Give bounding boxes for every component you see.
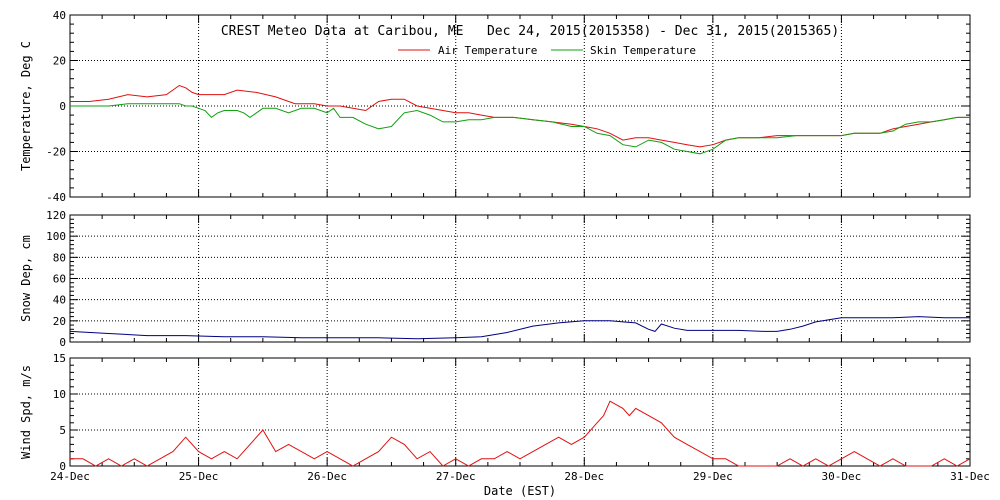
wind-speed-y-tick-label: 15	[53, 352, 66, 365]
snow-depth-y-tick-label: 60	[53, 273, 66, 286]
temperature-y-tick-label: -40	[46, 191, 66, 204]
temperature-y-axis-label: Temperature, Deg C	[19, 41, 33, 171]
legend-skin-temperature-label: Skin Temperature	[590, 44, 696, 57]
wind-speed-series-line	[70, 400, 971, 467]
temperature-panel: -40 -20 0 20 40 Temperature, Deg C	[19, 9, 971, 204]
wind-speed-y-tick-label: 10	[53, 388, 66, 401]
x-tick-label: 25-Dec	[179, 470, 219, 483]
wind-speed-frame	[69, 357, 971, 467]
legend-air-temperature-label: Air Temperature	[438, 44, 537, 57]
x-tick-label: 29-Dec	[693, 470, 733, 483]
snow-depth-y-tick-label: 100	[46, 230, 66, 243]
chart-title: CREST Meteo Data at Caribou, ME Dec 24, …	[221, 24, 839, 39]
x-axis-label: Date (EST)	[484, 484, 556, 498]
snow-depth-frame	[69, 214, 971, 343]
temperature-y-tick-label: -20	[46, 146, 66, 159]
x-tick-labels: 24-Dec 25-Dec 26-Dec 27-Dec 28-Dec 29-Dec 30-D…	[50, 470, 990, 483]
x-tick-label: 28-Dec	[564, 470, 604, 483]
snow-depth-y-tick-label: 120	[46, 209, 66, 222]
wind-speed-y-axis-label: Wind Spd, m/s	[19, 365, 33, 459]
x-tick-label: 24-Dec	[50, 470, 90, 483]
wind-speed-y-tick-label: 0	[59, 460, 66, 473]
temperature-y-tick-label: 0	[59, 100, 66, 113]
x-tick-label: 31-Dec	[950, 470, 990, 483]
x-tick-label: 26-Dec	[307, 470, 347, 483]
snow-depth-y-tick-label: 40	[53, 294, 66, 307]
snow-depth-y-tick-label: 80	[53, 251, 66, 264]
snow-depth-series-line	[69, 316, 970, 340]
wind-speed-y-tick-label: 5	[59, 424, 66, 437]
chart-legend: Air Temperature Skin Temperature	[398, 44, 696, 57]
temperature-y-tick-label: 20	[53, 55, 66, 68]
wind-speed-panel: 0 5 10 15 Wind Spd, m/s	[19, 352, 971, 473]
x-tick-label: 30-Dec	[822, 470, 862, 483]
temperature-y-tick-label: 40	[53, 9, 66, 22]
snow-depth-y-tick-label: 20	[53, 315, 66, 328]
snow-depth-y-axis-label: Snow Dep, cm	[19, 235, 33, 322]
snow-depth-y-tick-label: 0	[59, 336, 66, 349]
air-temperature-series-line	[70, 84, 970, 148]
snow-depth-panel: 0 20 40 60 80 100 120 Snow Dep, cm	[19, 209, 971, 349]
skin-temperature-series-line	[70, 103, 970, 155]
x-tick-label: 27-Dec	[436, 470, 476, 483]
